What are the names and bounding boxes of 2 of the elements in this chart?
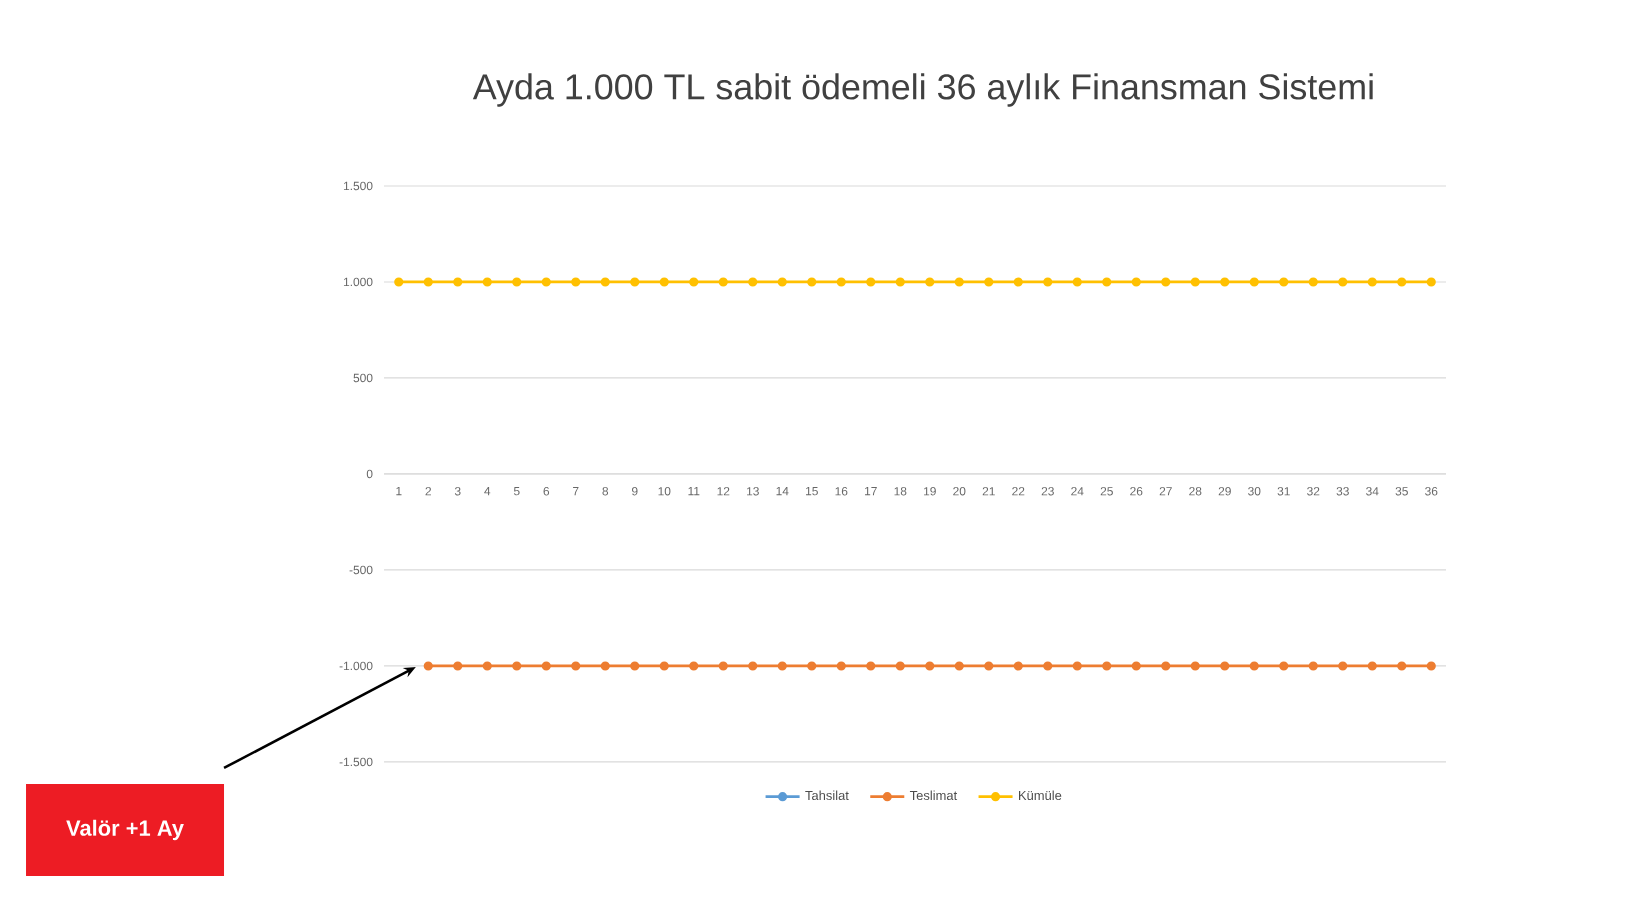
text: Valör +1 Ay — [66, 819, 184, 841]
chart-title: Ayda 1.000 TL sabit ödemeli 36 aylık Finansman Sistemi — [472, 73, 1373, 107]
